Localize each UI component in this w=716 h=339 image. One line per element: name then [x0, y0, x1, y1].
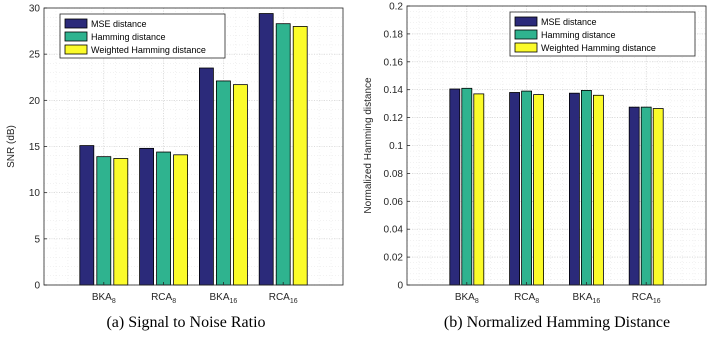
- y-tick-label: 0.08: [384, 169, 404, 180]
- bar-mse-distance-0: [449, 88, 461, 286]
- bar-mse-distance-0: [79, 145, 95, 286]
- y-tick-label: 0.06: [384, 197, 404, 208]
- legend-swatch: [64, 18, 88, 29]
- y-tick-label: 0.2: [389, 2, 403, 13]
- legend-entry: Weighted Hamming distance: [91, 45, 206, 55]
- caption: (a) Signal to Noise Ratio: [106, 314, 265, 331]
- y-tick-label: 25: [29, 50, 41, 61]
- legend-entry: Hamming distance: [91, 32, 166, 42]
- bar-hamming-distance-3: [640, 106, 652, 286]
- bar-mse-distance-1: [509, 92, 521, 286]
- bar-mse-distance-1: [139, 147, 155, 286]
- y-tick-label: 0.02: [384, 253, 404, 264]
- y-tick-label: 0: [397, 281, 403, 292]
- y-axis-label: SNR (dB): [6, 125, 17, 168]
- x-tick-label: RCA16: [632, 292, 661, 305]
- x-tick-label: BKA16: [209, 292, 237, 305]
- bar-hamming-distance-1: [521, 90, 532, 286]
- y-tick-label: 0.1: [389, 141, 403, 152]
- y-tick-label: 5: [34, 234, 40, 245]
- legend-box: [509, 11, 696, 57]
- chart-b: BKA8 RCA8 BKA16 RCA16 0 0.02 0.04 0.06 0.08 0.1 0.…: [363, 2, 707, 331]
- bar-hamming-distance-0: [96, 156, 112, 286]
- legend-swatch: [514, 29, 538, 40]
- y-tick-label: 15: [29, 142, 41, 153]
- bar-weighted-hamming-distance-0: [473, 93, 485, 286]
- y-tick-label: 0.12: [384, 113, 404, 124]
- bar-weighted-hamming-distance-3: [292, 26, 308, 286]
- bar-hamming-distance-2: [215, 80, 231, 286]
- y-tick-label: 30: [29, 4, 41, 15]
- y-tick-label: 0.14: [384, 85, 404, 96]
- bar-hamming-distance-1: [156, 151, 172, 286]
- bar-mse-distance-2: [198, 67, 214, 286]
- legend-entry: MSE distance: [91, 19, 147, 29]
- bar-weighted-hamming-distance-1: [173, 154, 189, 286]
- bar-mse-distance-3: [258, 13, 274, 286]
- bar-weighted-hamming-distance-2: [593, 94, 604, 286]
- bar-weighted-hamming-distance-2: [232, 84, 248, 286]
- bar-hamming-distance-0: [461, 87, 473, 286]
- y-tick-label: 0.04: [384, 225, 404, 236]
- x-tick-label: BKA8: [92, 292, 116, 305]
- x-tick-label: RCA8: [151, 292, 176, 305]
- chart-a: BKA8 RCA8 BKA16 RCA16 0 5 10 15 20 25 30 SNR (dB) MS…: [6, 4, 344, 331]
- legend-entry: Weighted Hamming distance: [541, 43, 656, 53]
- legend-entry: MSE distance: [541, 17, 597, 27]
- legend-swatch: [64, 31, 88, 42]
- x-tick-label: BKA16: [572, 292, 600, 305]
- bar-weighted-hamming-distance-0: [113, 158, 129, 286]
- bar-hamming-distance-2: [581, 89, 592, 286]
- y-tick-label: 0.16: [384, 57, 404, 68]
- bar-mse-distance-2: [569, 92, 580, 286]
- bar-weighted-hamming-distance-1: [533, 94, 544, 286]
- y-tick-label: 0: [34, 281, 40, 292]
- legend-swatch: [514, 42, 538, 53]
- caption: (b) Normalized Hamming Distance: [444, 314, 670, 331]
- y-tick-label: 0.18: [384, 29, 404, 40]
- x-tick-label: BKA8: [455, 292, 479, 305]
- legend-box: [59, 13, 226, 59]
- y-axis-label: Normalized Hamming distance: [363, 77, 374, 214]
- bar-weighted-hamming-distance-3: [652, 108, 664, 286]
- bar-mse-distance-3: [628, 106, 640, 286]
- bar-hamming-distance-3: [275, 23, 291, 286]
- y-tick-label: 10: [29, 188, 41, 199]
- x-tick-label: RCA8: [514, 292, 539, 305]
- legend-swatch: [64, 44, 88, 55]
- y-tick-label: 20: [29, 96, 41, 107]
- legend-entry: Hamming distance: [541, 30, 616, 40]
- legend-swatch: [514, 16, 538, 27]
- x-tick-label: RCA16: [269, 292, 298, 305]
